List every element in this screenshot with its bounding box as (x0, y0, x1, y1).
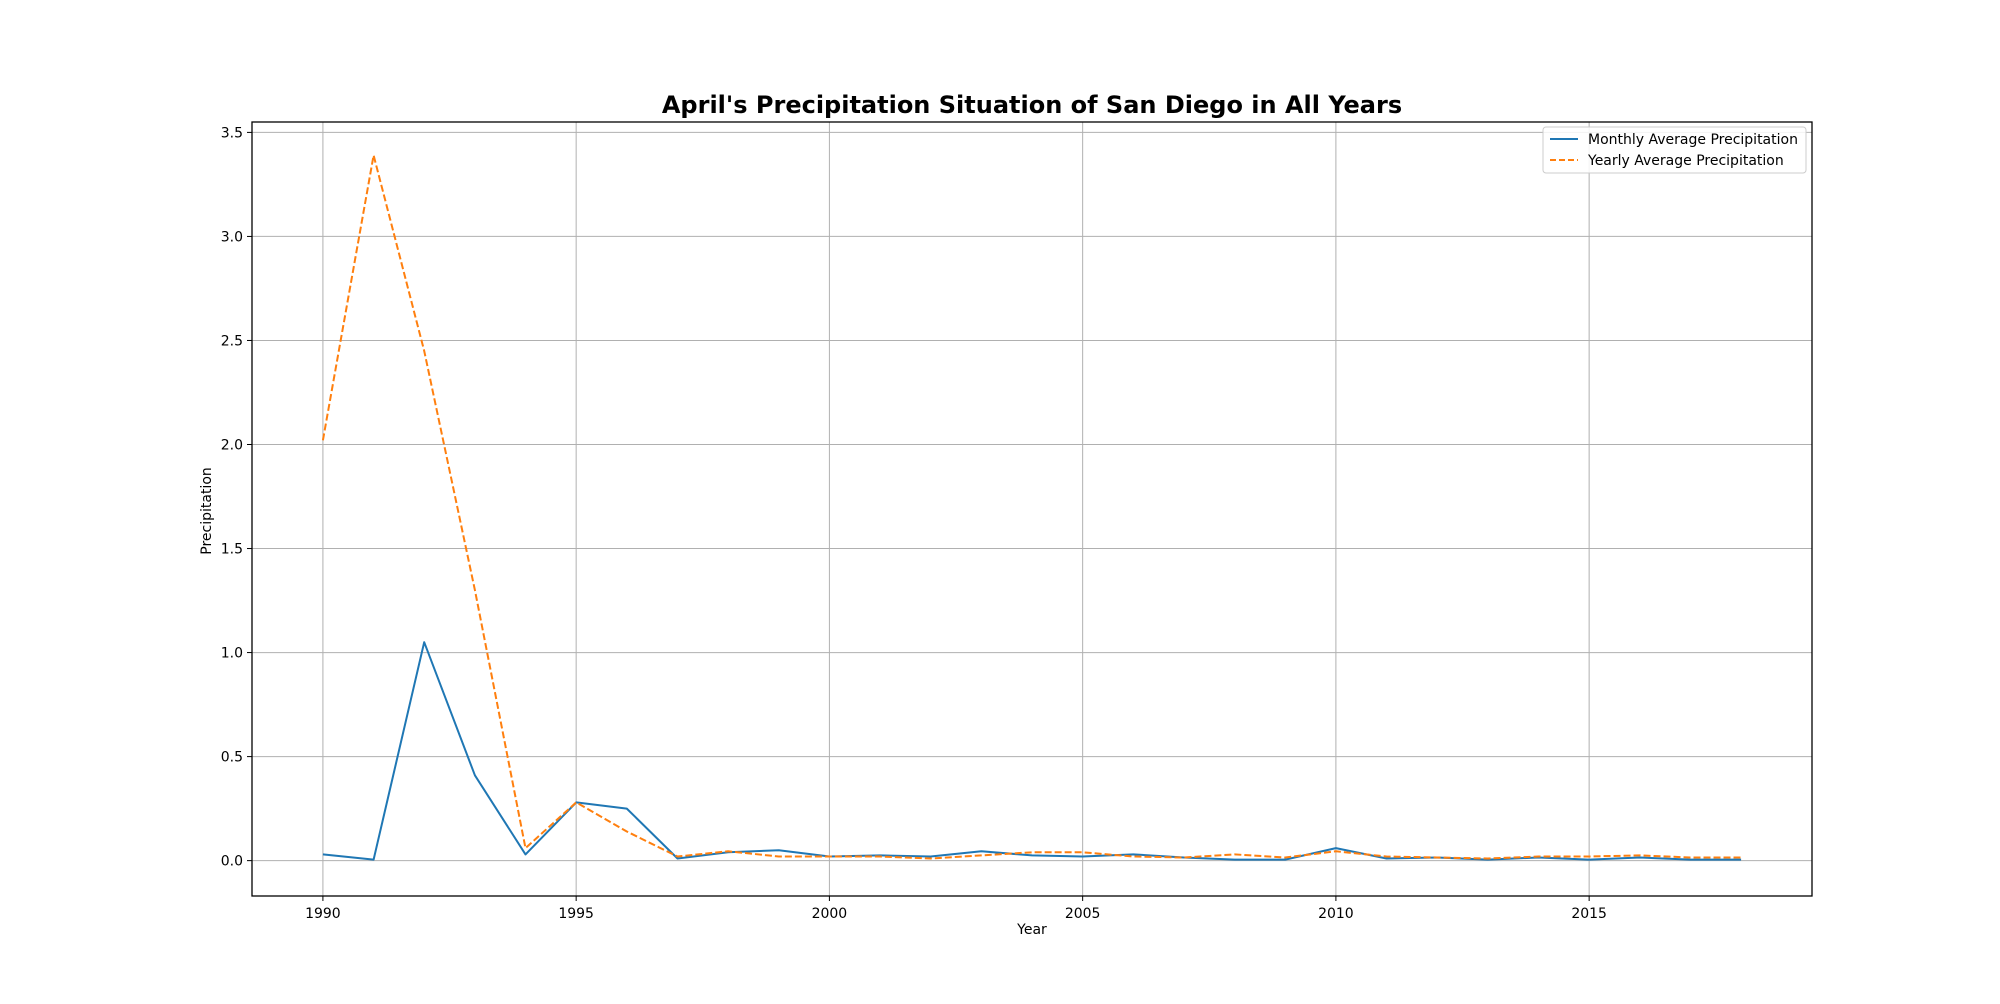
x-tick-label: 1990 (305, 906, 341, 922)
series-line-monthly (322, 641, 1742, 861)
legend: Monthly Average Precipitation Yearly Ave… (1542, 126, 1807, 174)
axis-ticks: 1990 1995 2000 2005 2010 2015 0.0 0.5 1.0 1.5 2.0 2… (221, 125, 1607, 922)
legend-label-monthly: Monthly Average Precipitation (1588, 132, 1798, 148)
y-tick-label: 3.5 (221, 125, 243, 141)
legend-box (1542, 126, 1807, 174)
x-axis-label: Year (1016, 922, 1047, 938)
plot-area-frame (251, 121, 1813, 897)
y-tick-label: 3.0 (221, 229, 243, 245)
y-axis-label: Precipitation (199, 467, 215, 555)
y-tick-label: 0.0 (221, 854, 243, 870)
x-tick-label: 1995 (558, 906, 594, 922)
x-tick-label: 2010 (1318, 906, 1354, 922)
series-line-yearly (321, 154, 1742, 860)
y-tick-label: 0.5 (221, 750, 243, 766)
series-lines (321, 154, 1742, 861)
x-tick-label: 2015 (1571, 906, 1607, 922)
y-tick-label: 2.5 (221, 333, 243, 349)
y-tick-label: 2.0 (221, 438, 243, 454)
legend-label-yearly: Yearly Average Precipitation (1587, 153, 1784, 169)
x-tick-label: 2005 (1065, 906, 1101, 922)
x-tick-label: 2000 (812, 906, 848, 922)
grid-lines (252, 122, 1812, 896)
y-tick-label: 1.0 (221, 646, 243, 662)
chart-title: April's Precipitation Situation of San D… (662, 91, 1402, 119)
y-tick-label: 1.5 (221, 542, 243, 558)
